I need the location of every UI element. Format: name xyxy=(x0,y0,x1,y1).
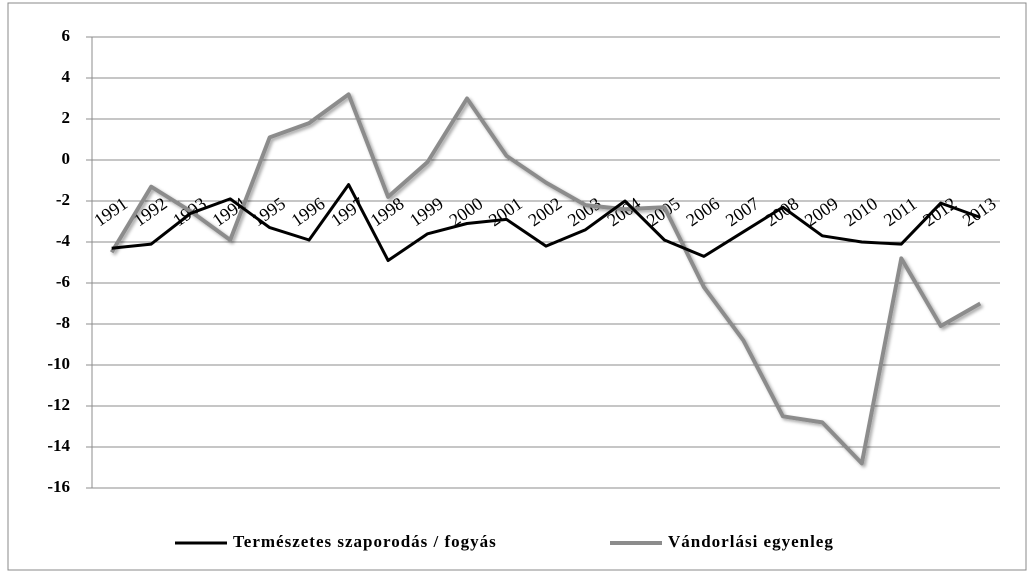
series-line xyxy=(111,183,981,262)
y-tick-label: -14 xyxy=(47,436,70,455)
y-tick-label: 2 xyxy=(62,108,71,127)
y-tick-label: -4 xyxy=(56,231,71,250)
y-tick-label: -12 xyxy=(47,395,70,414)
y-tick-label: -8 xyxy=(56,313,70,332)
series-line xyxy=(109,92,982,466)
legend-label: Természetes szaporodás / fogyás xyxy=(233,532,497,551)
y-tick-label: -10 xyxy=(47,354,70,373)
y-tick-label: -16 xyxy=(47,477,70,496)
y-tick-label: 6 xyxy=(62,26,71,45)
y-tick-label: -6 xyxy=(56,272,70,291)
legend-label: Vándorlási egyenleg xyxy=(668,532,834,551)
y-tick-label: 0 xyxy=(62,149,71,168)
y-tick-label: 4 xyxy=(62,67,71,86)
y-tick-label: -2 xyxy=(56,190,70,209)
chart-border xyxy=(7,2,1027,571)
